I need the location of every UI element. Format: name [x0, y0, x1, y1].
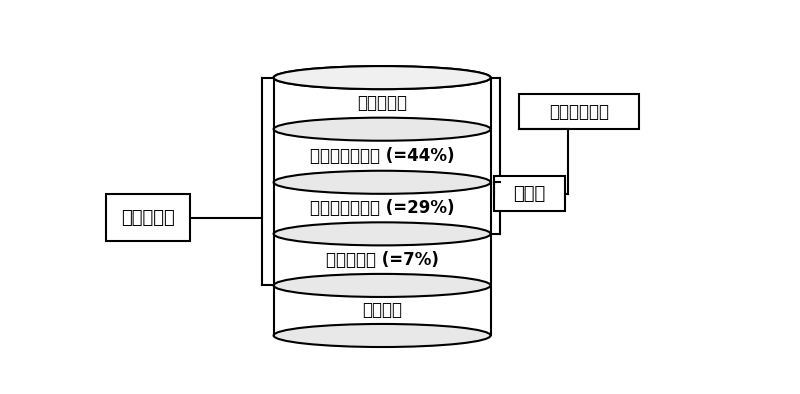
Text: 内脏蛋白质: 内脏蛋白质 — [357, 95, 407, 112]
Text: 体水量: 体水量 — [514, 185, 546, 203]
Ellipse shape — [274, 222, 490, 245]
Text: 细胞内的含水量 (=44%): 细胞内的含水量 (=44%) — [310, 147, 454, 165]
Text: 非脂肪质量: 非脂肪质量 — [121, 209, 175, 227]
Polygon shape — [274, 78, 490, 129]
Ellipse shape — [274, 66, 490, 89]
Ellipse shape — [274, 118, 490, 141]
FancyBboxPatch shape — [518, 94, 639, 129]
Ellipse shape — [274, 274, 490, 297]
Ellipse shape — [274, 324, 490, 347]
Polygon shape — [274, 129, 490, 182]
Ellipse shape — [274, 171, 490, 194]
Text: 身体细胞质量: 身体细胞质量 — [549, 103, 609, 121]
Text: 脂肪质量: 脂肪质量 — [362, 301, 402, 320]
FancyBboxPatch shape — [494, 176, 565, 211]
Text: 骨矿物质量 (=7%): 骨矿物质量 (=7%) — [326, 251, 438, 269]
Text: 细胞外的含水量 (=29%): 细胞外的含水量 (=29%) — [310, 199, 454, 217]
Polygon shape — [274, 234, 490, 285]
Polygon shape — [274, 285, 490, 336]
Polygon shape — [274, 182, 490, 234]
Ellipse shape — [274, 66, 490, 89]
FancyBboxPatch shape — [106, 194, 190, 242]
